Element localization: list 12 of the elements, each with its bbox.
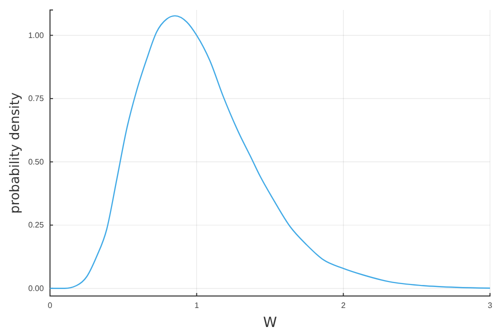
line-series [49,15,491,290]
y-tick-label: 1.00 [28,30,44,40]
x-axis-title: W [263,315,278,331]
x-tick-label: 2 [341,300,346,310]
x-tick-label: 3 [488,300,493,310]
y-tick-label: 0.00 [28,284,44,293]
y-tick-label: 0.50 [28,157,44,166]
y-axis-title: probability density [8,92,23,214]
y-tick-label: 0.75 [28,94,44,104]
x-tick-label: 1 [194,300,200,310]
x-tick-label: 0 [48,300,53,310]
y-tick-label: 0.25 [28,220,44,230]
